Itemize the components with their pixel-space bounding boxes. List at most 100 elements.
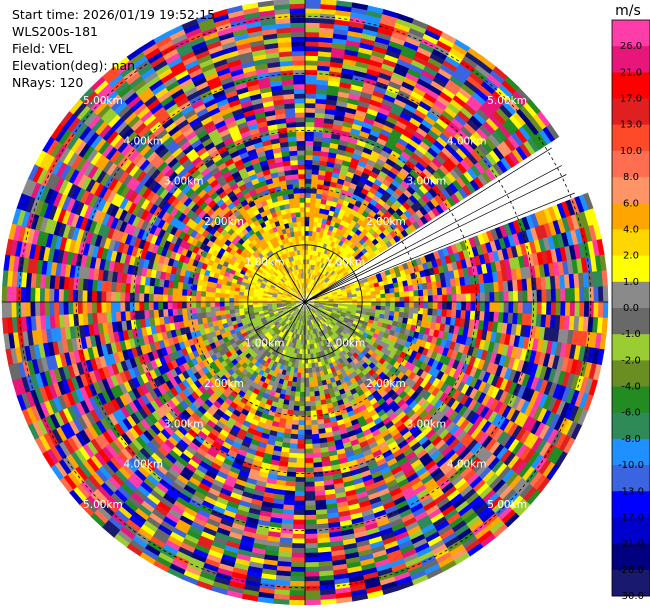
range-gate-cell — [393, 286, 400, 293]
range-gate-cell — [296, 274, 299, 280]
range-gate-cell — [330, 258, 336, 264]
range-gate-cell — [104, 70, 121, 85]
range-gate-cell — [323, 269, 328, 276]
range-gate-cell — [268, 217, 275, 225]
range-gate-cell — [97, 140, 110, 155]
range-gate-cell — [105, 302, 112, 313]
range-gate-cell — [325, 278, 330, 283]
range-gate-cell — [313, 275, 317, 281]
range-gate-cell — [250, 178, 260, 186]
range-gate-cell — [479, 292, 486, 302]
range-gate-cell — [380, 62, 395, 73]
range-gate-cell — [446, 245, 454, 256]
range-gate-cell — [217, 210, 226, 219]
range-gate-cell — [370, 290, 376, 296]
range-gate-cell — [324, 285, 330, 290]
range-gate-cell — [324, 223, 330, 230]
range-gate-cell — [297, 254, 301, 260]
range-gate-cell — [86, 94, 101, 110]
range-gate-cell — [129, 179, 141, 192]
range-gate-cell — [333, 114, 345, 122]
range-gate-cell — [275, 161, 284, 168]
range-gate-cell — [169, 216, 178, 227]
range-gate-cell — [193, 232, 202, 241]
range-gate-cell — [356, 104, 368, 113]
range-gate-cell — [425, 164, 436, 175]
range-gate-cell — [299, 197, 305, 203]
range-gate-cell — [369, 198, 378, 207]
range-gate-cell — [165, 139, 177, 152]
range-gate-cell — [304, 259, 308, 265]
range-gate-cell — [317, 51, 332, 58]
range-gate-cell — [410, 272, 417, 280]
range-gate-cell — [289, 207, 296, 214]
range-gate-cell — [496, 270, 504, 282]
range-gate-cell — [270, 232, 277, 239]
range-gate-cell — [179, 123, 192, 134]
range-gate-cell — [453, 113, 467, 127]
range-gate-cell — [456, 110, 470, 123]
range-gate-cell — [466, 167, 478, 180]
range-gate-cell — [239, 151, 249, 160]
range-gate-cell — [306, 287, 309, 293]
range-gate-cell — [569, 287, 576, 302]
range-gate-cell — [313, 287, 318, 292]
range-gate-cell — [246, 84, 260, 92]
range-gate-cell — [299, 288, 303, 294]
range-gate-cell — [406, 185, 416, 195]
range-gate-cell — [599, 253, 607, 271]
range-gate-cell — [172, 308, 178, 317]
range-gate-cell — [417, 158, 429, 169]
range-gate-cell — [294, 107, 305, 113]
range-gate-cell — [313, 280, 317, 286]
range-gate-cell — [231, 133, 243, 143]
range-gate-cell — [361, 234, 369, 242]
range-gate-cell — [380, 213, 389, 222]
range-gate-cell — [134, 293, 140, 303]
range-gate-cell — [124, 292, 131, 303]
range-gate-cell — [440, 109, 455, 122]
range-gate-cell — [70, 154, 83, 170]
range-gate-cell — [441, 128, 455, 141]
range-gate-cell — [209, 211, 218, 220]
range-gate-cell — [413, 200, 423, 210]
range-gate-cell — [294, 274, 298, 280]
range-gate-cell — [190, 139, 202, 150]
range-gate-cell — [450, 285, 457, 295]
range-gate-cell — [471, 91, 486, 105]
range-gate-cell — [304, 240, 309, 246]
range-gate-cell — [214, 292, 221, 298]
range-gate-cell — [326, 195, 334, 202]
range-gate-cell — [386, 44, 402, 55]
range-gate-cell — [218, 190, 228, 200]
range-gate-cell — [390, 31, 407, 42]
range-gate-cell — [480, 170, 492, 184]
range-gate-cell — [336, 178, 345, 185]
range-gate-cell — [290, 212, 297, 218]
range-gate-cell — [300, 225, 305, 232]
range-gate-cell — [398, 286, 405, 293]
range-gate-cell — [304, 117, 315, 123]
range-gate-cell — [393, 266, 400, 273]
range-gate-cell — [143, 132, 157, 146]
range-gate-cell — [406, 260, 414, 269]
range-gate-cell — [250, 157, 260, 166]
range-gate-cell — [545, 275, 552, 290]
range-gate-cell — [538, 128, 552, 145]
range-gate-cell — [134, 59, 151, 73]
range-gate-cell — [293, 260, 298, 266]
range-gate-cell — [371, 205, 380, 214]
range-gate-cell — [178, 100, 192, 112]
range-gate-cell — [578, 272, 585, 288]
range-gate-cell — [515, 108, 530, 124]
range-gate-cell — [384, 49, 401, 59]
range-gate-cell — [341, 248, 347, 255]
range-gate-cell — [190, 169, 201, 180]
range-gate-cell — [307, 249, 311, 255]
range-gate-cell — [396, 275, 403, 283]
range-gate-cell — [222, 45, 238, 55]
range-gate-cell — [283, 223, 290, 229]
range-gate-cell — [20, 287, 27, 303]
range-gate-cell — [425, 110, 439, 122]
range-gate-cell — [489, 240, 498, 252]
